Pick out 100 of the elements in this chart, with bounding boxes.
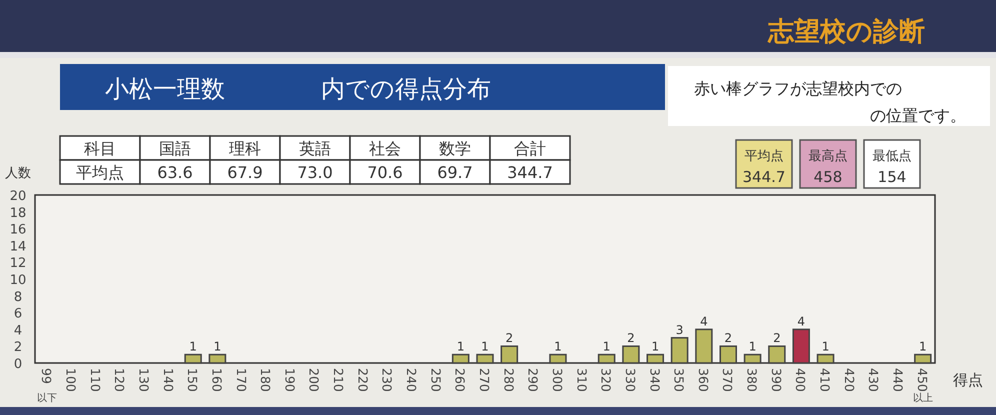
data-label: 2	[506, 331, 514, 346]
bar	[744, 354, 762, 364]
data-label: 3	[676, 322, 684, 337]
text: 科目	[84, 139, 116, 158]
x-tick-label: 110	[88, 368, 103, 392]
text: 国語	[159, 139, 191, 158]
text: 154	[878, 168, 906, 186]
y-tick-label: 4	[14, 323, 22, 338]
x-tick-label: 420	[842, 368, 857, 392]
bar	[622, 345, 640, 364]
bar	[208, 354, 226, 364]
y-tick-label: 12	[10, 256, 26, 272]
x-tick-label: 430	[866, 368, 882, 392]
chart-subtitle: 志望校の診断	[767, 17, 925, 47]
text: 458	[814, 168, 842, 186]
bar	[914, 354, 932, 364]
text: 344.7	[742, 168, 786, 186]
text: 63.6	[157, 163, 193, 182]
text: 73.0	[297, 163, 333, 182]
x-tick-label: 360	[696, 368, 711, 392]
bar	[719, 345, 737, 364]
bar	[670, 337, 688, 364]
x-tick-label: 400	[793, 368, 808, 392]
x-tick-label: 150	[185, 368, 200, 392]
y-tick-label: 20	[10, 189, 26, 204]
bar	[184, 354, 202, 364]
x-tick-label: 99以下	[37, 368, 58, 404]
y-tick-label: 10	[10, 273, 26, 288]
x-axis-title: 得点	[953, 371, 983, 389]
data-label: 2	[773, 331, 781, 346]
text: 合計	[514, 139, 546, 158]
y-tick-label: 0	[14, 357, 22, 372]
text: 赤い棒グラフが志望校内での	[694, 79, 902, 98]
data-label: 4	[797, 314, 806, 328]
text: 344.7	[507, 163, 553, 182]
x-tick-label: 220	[355, 368, 370, 392]
x-tick-label: 260	[452, 368, 468, 392]
text: 数学	[439, 139, 471, 158]
x-tick-label: 370	[720, 368, 736, 392]
bar	[500, 345, 518, 364]
text: 理科	[229, 139, 261, 158]
text: 平均点	[76, 163, 124, 182]
x-tick-label: 410	[818, 368, 833, 392]
x-tick-label: 380	[744, 368, 760, 392]
x-tick-label: 440	[890, 368, 906, 392]
chart-title: 小松一理数 内での得点分布	[105, 75, 491, 103]
data-label: 1	[214, 340, 222, 354]
data-label: 1	[822, 340, 830, 354]
bar	[549, 354, 567, 364]
x-tick-label: 120	[112, 368, 128, 392]
x-tick-label: 240	[404, 368, 420, 392]
text: 69.7	[437, 163, 473, 182]
x-tick-label: 290	[526, 368, 541, 392]
bar	[452, 354, 470, 364]
x-tick-label: 310	[574, 368, 590, 392]
text: 英語	[299, 139, 331, 158]
x-tick-label: 270	[477, 368, 492, 392]
x-tick-label: 340	[647, 368, 662, 392]
y-tick-label: 14	[10, 239, 26, 254]
data-label: 1	[651, 340, 660, 354]
data-label: 4	[700, 314, 708, 328]
x-tick-label: 330	[622, 368, 638, 392]
bar	[695, 328, 713, 364]
text: 平均点	[744, 149, 784, 164]
x-tick-label: 300	[550, 368, 565, 392]
text: 67.9	[227, 163, 263, 182]
text: 最低点	[872, 149, 912, 164]
data-label: 1	[189, 340, 197, 354]
x-tick-label: 170	[234, 368, 249, 392]
data-label: 1	[456, 340, 464, 354]
bar	[768, 345, 786, 364]
x-tick-label: 130	[136, 368, 152, 392]
x-tick-label: 230	[380, 368, 395, 392]
y-tick-label: 16	[10, 222, 26, 238]
data-label: 1	[554, 340, 562, 354]
data-label: 1	[748, 340, 756, 354]
text: 社会	[369, 139, 401, 158]
data-label: 2	[724, 331, 732, 346]
x-tick-label: 280	[501, 368, 516, 392]
bar	[598, 354, 616, 364]
bar	[476, 354, 494, 364]
x-tick-label: 180	[258, 368, 274, 392]
x-tick-label: 200	[306, 368, 322, 392]
x-tick-label: 350	[672, 368, 687, 392]
y-tick-label: 18	[10, 206, 26, 221]
x-tick-label: 210	[331, 368, 346, 392]
y-tick-label: 8	[14, 290, 22, 305]
x-tick-label: 320	[598, 368, 614, 392]
data-label: 1	[481, 340, 489, 354]
x-tick-label: 100	[63, 368, 78, 392]
bar	[792, 328, 810, 364]
x-tick-label: 140	[160, 368, 176, 392]
text: 70.6	[367, 163, 403, 182]
x-tick-label: 250	[428, 368, 444, 392]
y-tick-label: 2	[14, 340, 22, 356]
x-tick-label: 390	[768, 368, 784, 392]
y-tick-label: 6	[14, 306, 22, 322]
text: 最高点	[808, 148, 848, 164]
x-tick-label: 190	[282, 368, 298, 392]
x-tick-label: 160	[209, 368, 224, 392]
